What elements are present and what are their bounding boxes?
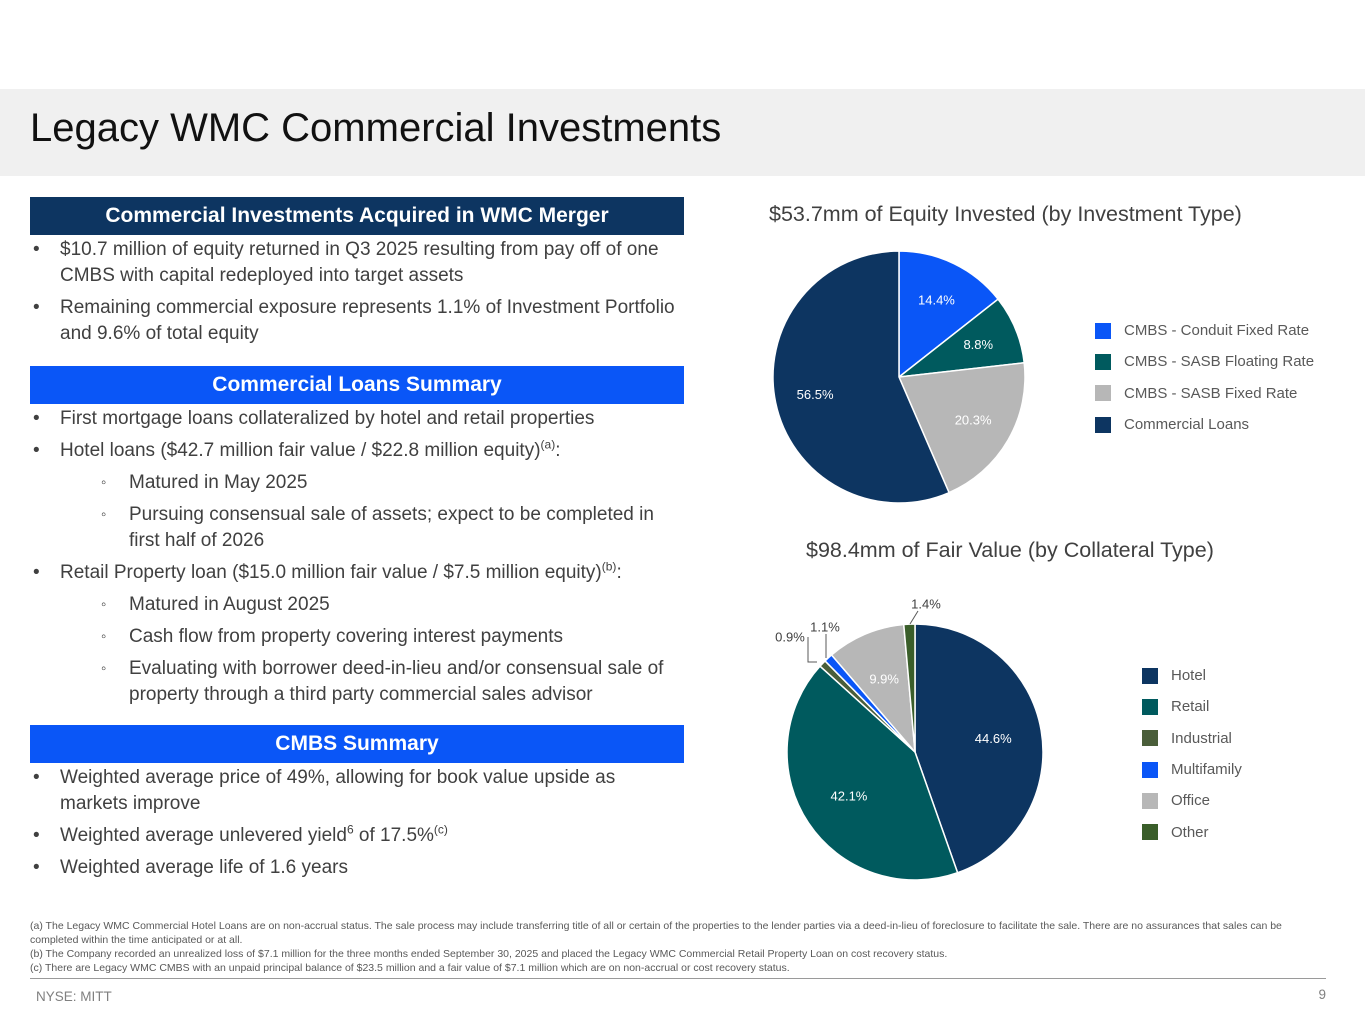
fairvalue-data-label: 0.9% [775,630,805,645]
fairvalue-data-label: 42.1% [831,788,868,803]
equity-legend-item: CMBS - Conduit Fixed Rate [1095,315,1314,346]
loans-bullets: First mortgage loans collateralized by h… [30,406,684,714]
sub-bullet: Matured in August 2025 [30,592,684,618]
fairvalue-legend-item: Other [1142,816,1242,847]
footnote-ref: (b) [601,559,617,574]
legend-label: Other [1171,823,1209,841]
bullet: Retail Property loan ($15.0 million fair… [30,560,684,586]
legend-label: Multifamily [1171,761,1242,779]
fairvalue-leader-line [807,637,817,663]
fairvalue-legend-item: Multifamily [1142,754,1242,785]
legend-swatch [1142,730,1158,747]
footnote-c: (c) There are Legacy WMC CMBS with an un… [30,962,790,974]
equity-chart-title: $53.7mm of Equity Invested (by Investmen… [769,202,1242,226]
bullet: First mortgage loans collateralized by h… [30,406,684,432]
footnote-a: (a) The Legacy WMC Commercial Hotel Loan… [30,920,1282,946]
sub-bullet: Matured in May 2025 [30,470,684,496]
equity-legend-item: Commercial Loans [1095,409,1314,440]
bullet: Remaining commercial exposure represents… [30,295,684,347]
cmbs-section-header: CMBS Summary [30,725,684,763]
loans-section-header: Commercial Loans Summary [30,366,684,404]
fairvalue-chart-title: $98.4mm of Fair Value (by Collateral Typ… [806,538,1214,562]
fairvalue-slice-retail [786,665,959,881]
legend-swatch [1095,322,1111,339]
equity-slice-cmbs-conduit-fixed-rate [898,250,1000,379]
equity-data-label: 20.3% [955,412,992,427]
cmbs-bullets: Weighted average price of 49%, allowing … [30,765,684,887]
footnote-b: (b) The Company recorded an unrealized l… [30,948,948,960]
fairvalue-legend-item: Hotel [1142,660,1242,691]
equity-legend-item: CMBS - SASB Fixed Rate [1095,378,1314,409]
legend-swatch [1142,792,1158,809]
legend-label: Commercial Loans [1124,416,1250,434]
fairvalue-data-label: 1.4% [911,597,941,612]
equity-slice-cmbs-sasb-fixed-rate [897,361,1026,494]
legend-swatch [1142,824,1158,841]
equity-chart-legend: CMBS - Conduit Fixed Rate CMBS - SASB Flo… [1095,315,1314,440]
legend-label: Industrial [1171,729,1232,747]
footer-ticker: NYSE: MITT [36,989,112,1004]
equity-slice-commercial-loans [772,250,951,504]
legend-label: Hotel [1171,667,1207,685]
fairvalue-data-label: 9.9% [869,671,899,686]
fairvalue-data-label: 44.6% [975,731,1012,746]
equity-data-label: 14.4% [918,292,955,307]
merger-section-header: Commercial Investments Acquired in WMC M… [30,197,684,235]
fairvalue-slice-office [830,623,916,755]
footnote-ref: (c) [433,822,448,837]
bullet: $10.7 million of equity returned in Q3 2… [30,237,684,289]
footer-divider [30,978,1326,979]
legend-label: Office [1171,792,1210,810]
fairvalue-legend-item: Industrial [1142,723,1242,754]
legend-label: Retail [1171,698,1210,716]
page-title: Legacy WMC Commercial Investments [30,106,722,150]
footnotes: (a) The Legacy WMC Commercial Hotel Loan… [30,919,1330,975]
legend-label: CMBS - Conduit Fixed Rate [1124,322,1310,340]
page-number: 9 [1318,987,1326,1002]
equity-data-label: 8.8% [963,337,993,352]
fairvalue-data-label: 1.1% [810,620,840,635]
fairvalue-slice-other [902,623,916,753]
legend-swatch [1142,698,1158,715]
fairvalue-leader-line [909,610,919,625]
bullet: Hotel loans ($42.7 million fair value / … [30,438,684,464]
legend-swatch [1142,761,1158,778]
bullet: Weighted average unlevered yield6 of 17.… [30,823,684,849]
legend-swatch [1142,667,1158,684]
footnote-ref: 6 [346,822,354,837]
title-band [0,89,1365,176]
fairvalue-legend-item: Office [1142,785,1242,816]
footnote-ref: (a) [540,437,556,452]
equity-data-label: 56.5% [797,387,834,402]
merger-bullets: $10.7 million of equity returned in Q3 2… [30,237,684,353]
equity-legend-item: CMBS - SASB Floating Rate [1095,346,1314,377]
sub-bullet: Pursuing consensual sale of assets; expe… [30,502,684,554]
legend-label: CMBS - SASB Floating Rate [1124,353,1315,371]
bullet: Weighted average life of 1.6 years [30,855,684,881]
sub-bullet: Evaluating with borrower deed-in-lieu an… [30,656,684,708]
bullet: Weighted average price of 49%, allowing … [30,765,684,817]
legend-swatch [1095,416,1111,433]
sub-bullet: Cash flow from property covering interes… [30,624,684,650]
fairvalue-legend-item: Retail [1142,691,1242,722]
fairvalue-chart-legend: Hotel Retail Industrial Multifamily Office Ot… [1142,660,1242,848]
legend-swatch [1095,353,1111,370]
legend-swatch [1095,385,1111,402]
fairvalue-slice-hotel [914,623,1044,874]
legend-label: CMBS - SASB Fixed Rate [1124,384,1298,402]
